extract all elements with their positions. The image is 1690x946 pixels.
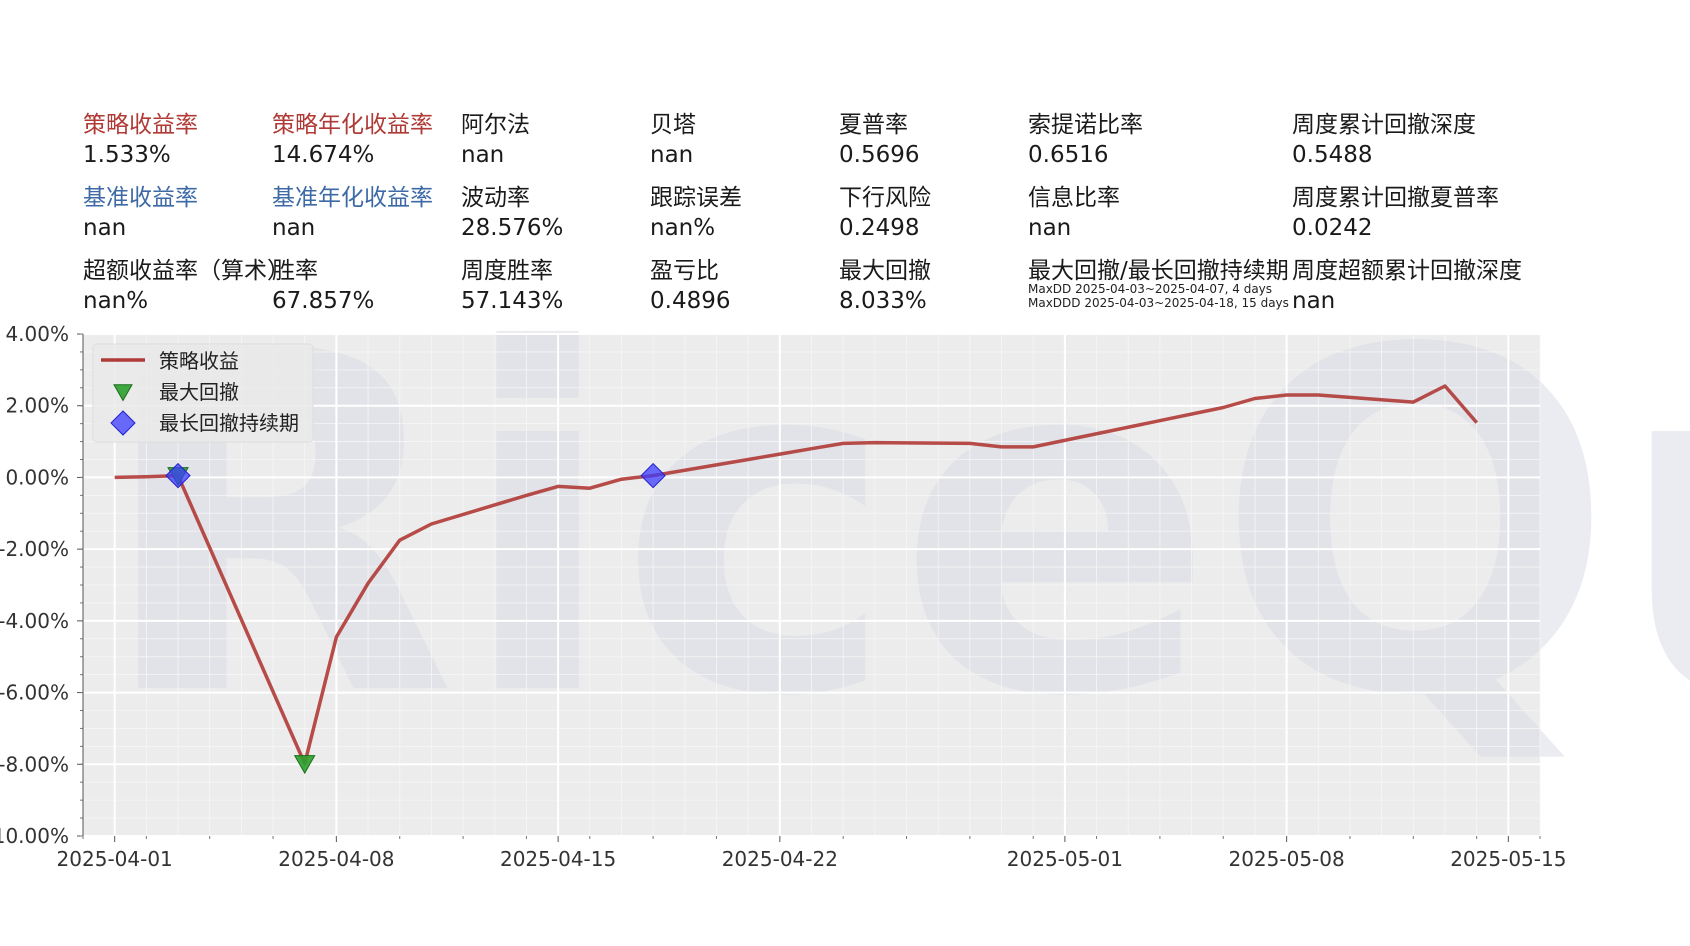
- metric-value: 0.4896: [650, 288, 731, 314]
- metric-value: 0.2498: [839, 215, 920, 241]
- x-tick-label: 2025-04-22: [722, 847, 838, 871]
- y-tick-label: -4.00%: [0, 609, 69, 633]
- metric-label: 周度超额累计回撤深度: [1292, 258, 1522, 284]
- legend-diamond-icon: [110, 410, 136, 436]
- legend-triangle-icon: [113, 384, 133, 402]
- metric-label: 贝塔: [650, 112, 696, 138]
- x-tick-label: 2025-05-15: [1450, 847, 1566, 871]
- metric-label: 信息比率: [1028, 185, 1120, 211]
- metric-label: 策略收益率: [83, 112, 198, 138]
- y-tick-label: 0.00%: [5, 465, 69, 489]
- metric-value: 0.0242: [1292, 215, 1373, 241]
- metric-value: nan: [83, 215, 127, 241]
- metric-info-ratio: 信息比率 nan: [1028, 183, 1120, 243]
- x-tick-label: 2025-05-08: [1228, 847, 1344, 871]
- metric-benchmark-return: 基准收益率 nan: [83, 183, 198, 243]
- metric-label: 最大回撤/最长回撤持续期: [1028, 258, 1289, 284]
- metric-value: 0.5696: [839, 142, 920, 168]
- metric-label: 周度胜率: [461, 258, 553, 284]
- maxddd-marker: [165, 462, 191, 489]
- metric-win-rate: 胜率 67.857%: [272, 256, 374, 316]
- metric-label: 盈亏比: [650, 258, 719, 284]
- metric-label: 超额收益率（算术）: [83, 258, 290, 284]
- metric-label: 波动率: [461, 185, 530, 211]
- metric-value: 1.533%: [83, 142, 171, 168]
- metric-value: nan%: [83, 288, 149, 314]
- metric-volatility: 波动率 28.576%: [461, 183, 563, 243]
- maxddd-marker: [640, 462, 666, 489]
- metric-label: 策略年化收益率: [272, 112, 433, 138]
- metric-strategy-annual: 策略年化收益率 14.674%: [272, 110, 433, 170]
- metric-label: 下行风险: [839, 185, 931, 211]
- metric-label: 跟踪误差: [650, 185, 742, 211]
- metric-strategy-return: 策略收益率 1.533%: [83, 110, 198, 170]
- metric-weekly-dd-sharpe: 周度累计回撤夏普率 0.0242: [1292, 183, 1499, 243]
- metric-value: 57.143%: [461, 288, 564, 314]
- metric-label: 最大回撤: [839, 258, 931, 284]
- metric-alpha: 阿尔法 nan: [461, 110, 530, 170]
- metric-max-drawdown: 最大回撤 8.033%: [839, 256, 931, 316]
- metric-sortino: 索提诺比率 0.6516: [1028, 110, 1143, 170]
- maxddd-note: MaxDDD 2025-04-03~2025-04-18, 15 days: [1028, 296, 1289, 310]
- series-line-strategy: [114, 384, 1479, 766]
- maxdd-marker: [293, 755, 316, 775]
- metric-value: nan: [272, 215, 316, 241]
- metric-weekly-excess-dd: 周度超额累计回撤深度 nan: [1292, 256, 1522, 316]
- x-tick-label: 2025-04-01: [57, 847, 173, 871]
- y-tick-label: 10.00%: [0, 824, 69, 848]
- x-tick-label: 2025-04-15: [500, 847, 616, 871]
- metric-label: 周度累计回撤夏普率: [1292, 185, 1499, 211]
- metric-value: nan: [650, 142, 694, 168]
- y-tick-label: -2.00%: [0, 537, 69, 561]
- metric-label: 索提诺比率: [1028, 112, 1143, 138]
- metric-label: 基准收益率: [83, 185, 198, 211]
- legend-item-maxddd: 最长回撤持续期: [159, 411, 299, 435]
- x-tick-label: 2025-04-08: [278, 847, 394, 871]
- metric-sharpe: 夏普率 0.5696: [839, 110, 919, 170]
- metric-value: nan: [1292, 288, 1336, 314]
- y-tick-label: -6.00%: [0, 681, 69, 705]
- metric-label: 阿尔法: [461, 112, 530, 138]
- metric-weekly-dd-depth: 周度累计回撤深度 0.5488: [1292, 110, 1476, 170]
- legend-item-strategy: 策略收益: [159, 349, 239, 373]
- x-tick-label: 2025-05-01: [1007, 847, 1123, 871]
- metric-beta: 贝塔 nan: [650, 110, 696, 170]
- metric-downside-risk: 下行风险 0.2498: [839, 183, 931, 243]
- y-tick-label: 4.00%: [5, 322, 69, 346]
- metric-value: 0.6516: [1028, 142, 1109, 168]
- metric-value: 8.033%: [839, 288, 927, 314]
- legend-box: [92, 343, 314, 443]
- metric-weekly-win-rate: 周度胜率 57.143%: [461, 256, 563, 316]
- metric-tracking-error: 跟踪误差 nan%: [650, 183, 742, 243]
- metric-label: 夏普率: [839, 112, 908, 138]
- metric-excess-return: 超额收益率（算术） nan%: [83, 256, 290, 316]
- metric-label: 胜率: [272, 258, 318, 284]
- metric-value: 28.576%: [461, 215, 564, 241]
- metric-value: 14.674%: [272, 142, 375, 168]
- metric-benchmark-annual: 基准年化收益率 nan: [272, 183, 433, 243]
- metric-label: 周度累计回撤深度: [1292, 112, 1476, 138]
- y-tick-label: 2.00%: [5, 394, 69, 418]
- metric-value: nan: [1028, 215, 1072, 241]
- metric-pl-ratio: 盈亏比 0.4896: [650, 256, 730, 316]
- y-tick-label: -8.00%: [0, 752, 69, 776]
- metric-value: nan%: [650, 215, 716, 241]
- metric-value: nan: [461, 142, 505, 168]
- metric-label: 基准年化收益率: [272, 185, 433, 211]
- metric-value: 67.857%: [272, 288, 375, 314]
- legend-item-maxdd: 最大回撤: [159, 380, 239, 404]
- watermark: RiceQuant: [95, 252, 1690, 799]
- metric-maxdd-duration: 最大回撤/最长回撤持续期: [1028, 256, 1289, 286]
- maxdd-note: MaxDD 2025-04-03~2025-04-07, 4 days: [1028, 282, 1273, 296]
- metric-value: 0.5488: [1292, 142, 1373, 168]
